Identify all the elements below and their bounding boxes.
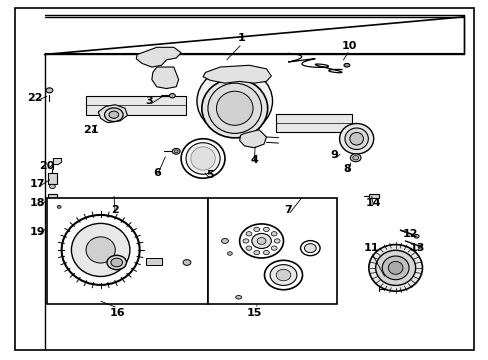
- Bar: [276, 114, 351, 132]
- Ellipse shape: [190, 147, 215, 170]
- Text: 11: 11: [363, 243, 378, 253]
- Polygon shape: [239, 130, 266, 148]
- Text: 19: 19: [29, 227, 45, 237]
- Text: 9: 9: [330, 150, 338, 160]
- Ellipse shape: [183, 260, 190, 265]
- Ellipse shape: [86, 237, 115, 263]
- Ellipse shape: [271, 246, 277, 250]
- Text: 8: 8: [342, 164, 350, 174]
- Ellipse shape: [207, 83, 261, 134]
- Ellipse shape: [352, 156, 358, 160]
- Ellipse shape: [216, 91, 252, 125]
- Ellipse shape: [202, 79, 267, 138]
- Bar: [86, 96, 185, 116]
- Ellipse shape: [387, 261, 402, 274]
- Ellipse shape: [49, 200, 56, 205]
- Ellipse shape: [257, 238, 265, 244]
- Ellipse shape: [57, 206, 61, 208]
- Ellipse shape: [343, 63, 349, 67]
- Bar: [47, 194, 57, 199]
- Bar: [48, 173, 57, 184]
- Polygon shape: [368, 194, 378, 198]
- Ellipse shape: [368, 244, 422, 291]
- Polygon shape: [136, 47, 181, 67]
- Text: 4: 4: [250, 155, 258, 165]
- Text: 15: 15: [246, 308, 262, 318]
- Text: 18: 18: [29, 198, 45, 208]
- Bar: [207, 198, 336, 304]
- Text: 10: 10: [341, 41, 356, 50]
- Text: 21: 21: [83, 125, 99, 135]
- Ellipse shape: [300, 240, 320, 256]
- Text: 7: 7: [284, 206, 292, 216]
- Text: 16: 16: [110, 308, 125, 318]
- Ellipse shape: [169, 94, 175, 98]
- Ellipse shape: [235, 296, 241, 299]
- Ellipse shape: [271, 231, 277, 236]
- Ellipse shape: [46, 88, 53, 93]
- Text: 17: 17: [29, 179, 45, 189]
- Ellipse shape: [251, 233, 271, 248]
- Ellipse shape: [263, 227, 269, 231]
- Ellipse shape: [276, 269, 290, 281]
- Ellipse shape: [245, 246, 251, 250]
- Text: 2: 2: [111, 206, 119, 216]
- Text: 20: 20: [39, 161, 55, 171]
- Text: 6: 6: [152, 168, 161, 178]
- Ellipse shape: [269, 265, 296, 285]
- Text: 14: 14: [365, 198, 381, 208]
- Ellipse shape: [413, 234, 418, 238]
- Bar: [47, 198, 207, 304]
- Ellipse shape: [263, 251, 269, 255]
- Ellipse shape: [339, 123, 373, 154]
- Ellipse shape: [49, 184, 55, 189]
- Ellipse shape: [181, 139, 224, 178]
- Ellipse shape: [417, 245, 421, 248]
- Ellipse shape: [382, 256, 408, 280]
- Ellipse shape: [172, 148, 180, 154]
- Ellipse shape: [349, 132, 363, 145]
- Ellipse shape: [185, 143, 220, 174]
- Ellipse shape: [111, 258, 122, 267]
- Ellipse shape: [243, 239, 248, 243]
- Ellipse shape: [61, 215, 140, 285]
- Ellipse shape: [227, 252, 232, 255]
- Ellipse shape: [274, 239, 280, 243]
- Ellipse shape: [47, 221, 56, 227]
- Polygon shape: [53, 158, 61, 165]
- Ellipse shape: [264, 260, 302, 290]
- Ellipse shape: [253, 227, 259, 231]
- Text: 1: 1: [238, 33, 245, 43]
- Ellipse shape: [109, 111, 119, 118]
- Text: 5: 5: [206, 170, 214, 180]
- Ellipse shape: [71, 224, 130, 276]
- Text: 3: 3: [145, 96, 153, 106]
- Ellipse shape: [51, 201, 54, 203]
- Text: 12: 12: [402, 229, 417, 239]
- Ellipse shape: [107, 255, 126, 270]
- Polygon shape: [98, 105, 127, 123]
- Ellipse shape: [221, 238, 228, 243]
- Ellipse shape: [197, 68, 272, 134]
- Ellipse shape: [174, 150, 178, 153]
- Ellipse shape: [349, 154, 360, 162]
- Ellipse shape: [253, 251, 259, 255]
- Bar: [146, 258, 161, 265]
- Ellipse shape: [344, 128, 367, 149]
- Polygon shape: [152, 67, 178, 89]
- Text: 22: 22: [27, 93, 42, 103]
- Ellipse shape: [50, 222, 54, 226]
- Text: 13: 13: [409, 243, 425, 253]
- Ellipse shape: [104, 108, 123, 122]
- Ellipse shape: [245, 231, 251, 236]
- Ellipse shape: [375, 250, 415, 285]
- Ellipse shape: [239, 224, 283, 258]
- Ellipse shape: [304, 244, 316, 253]
- Polygon shape: [203, 65, 271, 83]
